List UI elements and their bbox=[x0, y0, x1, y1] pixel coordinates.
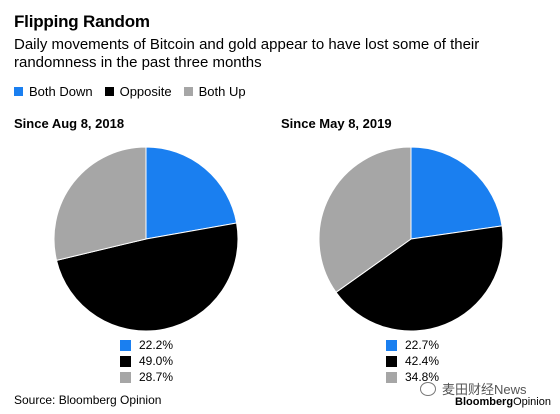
pie-slice-both-up bbox=[318, 146, 412, 293]
pie-2-title: Since May 8, 2019 bbox=[281, 116, 392, 131]
watermark: 麦田财经News bbox=[420, 379, 527, 398]
pie-1-values: 22.2% 49.0% 28.7% bbox=[120, 338, 173, 386]
pie-slice-both-down bbox=[145, 146, 238, 240]
value-swatch bbox=[120, 355, 131, 367]
value-row: 42.4% bbox=[386, 354, 439, 368]
pie-slice-both-up bbox=[53, 146, 147, 261]
legend-label: Both Down bbox=[29, 84, 93, 99]
value-label: 28.7% bbox=[139, 370, 174, 384]
value-swatch bbox=[386, 355, 397, 367]
pie-1-title: Since Aug 8, 2018 bbox=[14, 116, 125, 131]
legend-item-opposite: Opposite bbox=[104, 84, 172, 99]
legend: Both Down Opposite Both Up bbox=[14, 84, 258, 99]
legend-swatch bbox=[104, 87, 114, 96]
pie-slice-both-down bbox=[410, 146, 503, 240]
brand-main: Bloomberg bbox=[455, 396, 514, 408]
value-label: 42.4% bbox=[405, 354, 440, 368]
value-row: 28.7% bbox=[120, 370, 173, 384]
legend-swatch bbox=[14, 87, 23, 96]
source-note: Source: Bloomberg Opinion bbox=[14, 393, 162, 407]
watermark-text: 麦田财经News bbox=[442, 382, 527, 397]
bloomberg-opinion-logo: BloombergOpinion bbox=[455, 396, 551, 408]
value-swatch bbox=[386, 371, 397, 383]
pie-slice-opposite bbox=[335, 225, 504, 332]
legend-item-both-down: Both Down bbox=[14, 84, 93, 99]
value-swatch bbox=[386, 339, 397, 351]
value-swatch bbox=[120, 371, 131, 383]
legend-label: Both Up bbox=[198, 84, 246, 99]
value-row: 34.8% bbox=[386, 370, 439, 384]
legend-label: Opposite bbox=[119, 84, 172, 99]
brand-sub: Opinion bbox=[513, 396, 551, 408]
value-row: 22.2% bbox=[120, 338, 173, 352]
value-label: 34.8% bbox=[405, 370, 440, 384]
chart-subtitle: Daily movements of Bitcoin and gold appe… bbox=[14, 36, 480, 71]
value-swatch bbox=[120, 339, 131, 351]
value-label: 22.7% bbox=[405, 338, 440, 352]
value-row: 49.0% bbox=[120, 354, 173, 368]
value-label: 22.2% bbox=[139, 338, 174, 352]
chart-title: Flipping Random bbox=[14, 12, 150, 31]
pie-2-values: 22.7% 42.4% 34.8% bbox=[386, 338, 439, 386]
legend-item-both-up: Both Up bbox=[183, 84, 246, 99]
wechat-icon bbox=[420, 381, 436, 396]
legend-swatch bbox=[183, 87, 193, 96]
value-label: 49.0% bbox=[139, 354, 174, 368]
value-row: 22.7% bbox=[386, 338, 439, 352]
